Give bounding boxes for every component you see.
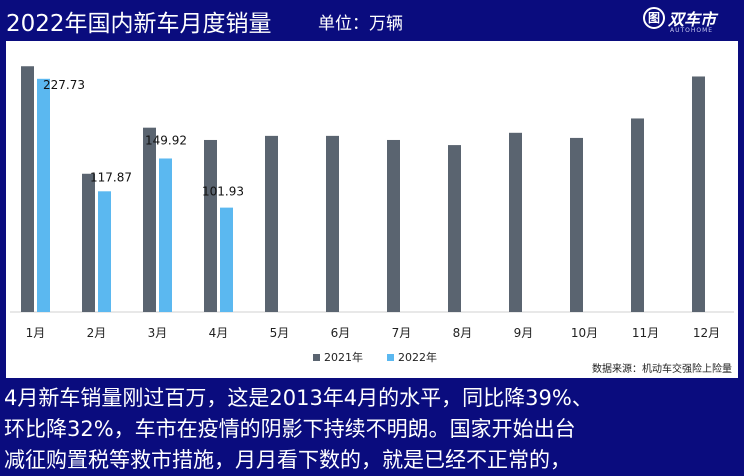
bar-2021: [143, 127, 156, 313]
bar-2021: [21, 66, 34, 313]
x-tick-label: 6月: [331, 326, 351, 340]
bar-2021: [326, 135, 339, 312]
bar-2021: [448, 145, 461, 312]
x-tick-label: 10月: [571, 326, 598, 340]
x-tick-label: 7月: [392, 326, 412, 340]
data-source-note: 数据来源：机动车交强险上险量: [592, 364, 732, 375]
bar-2021: [570, 137, 583, 312]
caption-line: 环比降32%，车市在疫情的阴影下持续不明朗。国家开始出台: [4, 417, 576, 441]
bar-2021: [692, 76, 705, 312]
x-tick-label: 5月: [270, 326, 290, 340]
caption-text: 4月新车销量刚过百万，这是2013年4月的水平，同比降39%、 环比降32%，车…: [4, 383, 740, 476]
caption-line: 4月新车销量刚过百万，这是2013年4月的水平，同比降39%、: [4, 386, 593, 410]
legend-label: 2021年: [324, 350, 363, 364]
data-label: 227.73: [43, 78, 85, 92]
x-tick-label: 12月: [693, 326, 720, 340]
legend-label: 2022年: [398, 350, 437, 364]
bar-2022: [159, 158, 172, 312]
data-label: 149.92: [145, 133, 187, 147]
x-tick-label: 11月: [632, 326, 659, 340]
data-label: 101.93: [202, 185, 244, 199]
bar-chart: 227.73 1月 117.87 2月 149.92 3月 101.93 4月 5月 6月 7月 8月…: [10, 66, 734, 364]
bar-2021: [387, 139, 400, 312]
logo-icon: 图: [643, 7, 665, 29]
x-tick-label: 9月: [514, 326, 534, 340]
legend-swatch-2022: [387, 354, 394, 361]
bar-2021: [631, 118, 644, 313]
x-tick-label: 4月: [209, 326, 229, 340]
brand-logo: 图 双车市 AUTOHOME: [643, 5, 738, 37]
logo-text: 双车市: [668, 10, 717, 29]
logo-subtext: AUTOHOME: [670, 27, 714, 34]
legend-swatch-2021: [313, 354, 320, 361]
bar-2021: [82, 173, 95, 312]
x-tick-label: 1月: [26, 326, 46, 340]
bar-2021: [265, 135, 278, 312]
x-tick-label: 8月: [453, 326, 473, 340]
bar-2021: [204, 139, 217, 312]
data-label: 117.87: [90, 170, 132, 184]
unit-label: 单位：万辆: [318, 14, 403, 34]
bar-2022: [37, 78, 50, 313]
bar-2021: [509, 132, 522, 312]
header: 2022年国内新车月度销量 单位：万辆 图 双车市 AUTOHOME: [0, 0, 744, 41]
x-tick-label: 3月: [148, 326, 168, 340]
bar-2022: [220, 207, 233, 312]
page-title: 2022年国内新车月度销量: [6, 11, 272, 37]
x-tick-label: 2月: [87, 326, 107, 340]
bar-2022: [98, 191, 111, 312]
chart-panel: 227.73 1月 117.87 2月 149.92 3月 101.93 4月 5月 6月 7月 8月…: [6, 41, 738, 378]
